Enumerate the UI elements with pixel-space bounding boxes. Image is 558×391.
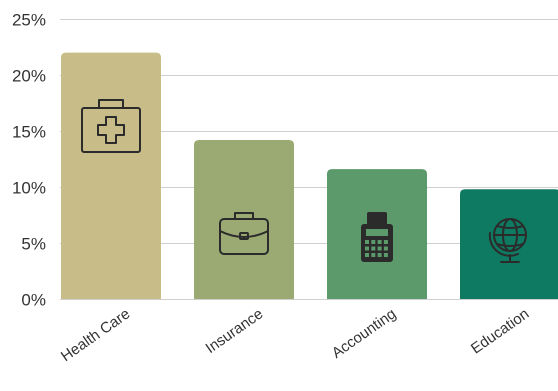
x-tick-label: Health Care [58, 305, 133, 365]
y-tick-label: 15% [12, 123, 46, 142]
y-tick-label: 0% [21, 291, 46, 310]
bars [61, 52, 558, 299]
bar-education [460, 189, 558, 299]
y-tick-label: 5% [21, 235, 46, 254]
y-tick-label: 20% [12, 67, 46, 86]
x-axis-labels: Health Care Insurance Accounting Education [58, 305, 532, 365]
first-aid-kit-icon [81, 99, 141, 153]
y-axis-ticks: 0% 5% 10% 15% 20% 25% [12, 11, 46, 310]
globe-icon [488, 218, 527, 263]
bar-health-care [61, 52, 161, 299]
calculator-icon [361, 212, 393, 262]
bar-icons [81, 99, 527, 263]
briefcase-icon [219, 212, 269, 255]
y-tick-label: 25% [12, 11, 46, 30]
x-tick-label: Accounting [329, 305, 400, 361]
y-tick-label: 10% [12, 179, 46, 198]
x-tick-label: Education [468, 305, 532, 357]
x-tick-label: Insurance [203, 305, 267, 357]
